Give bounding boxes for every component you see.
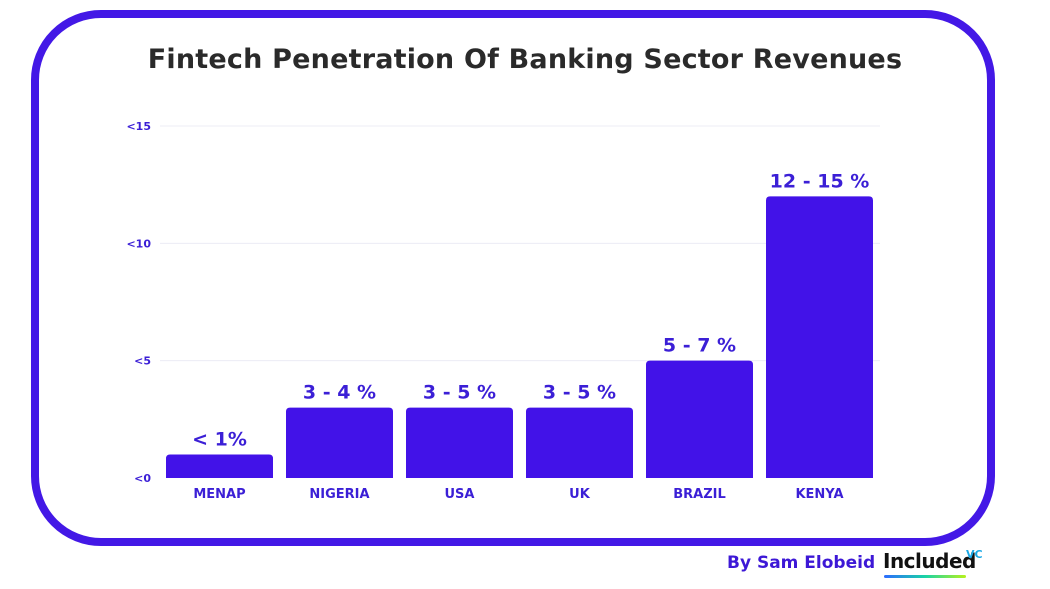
data-label-menap: < 1% bbox=[192, 429, 247, 451]
x-tick-label-uk: UK bbox=[569, 487, 591, 502]
data-label-uk: 3 - 5 % bbox=[543, 382, 616, 404]
bar-kenya bbox=[766, 196, 873, 478]
x-tick-label-kenya: KENYA bbox=[795, 487, 843, 502]
x-tick-label-brazil: BRAZIL bbox=[673, 487, 726, 502]
data-label-nigeria: 3 - 4 % bbox=[303, 382, 376, 404]
data-label-kenya: 12 - 15 % bbox=[770, 170, 870, 192]
brand-logo-underline bbox=[884, 575, 966, 578]
chart-title: Fintech Penetration Of Banking Sector Re… bbox=[147, 44, 903, 75]
x-tick-label-nigeria: NIGERIA bbox=[309, 487, 369, 502]
x-tick-label-usa: USA bbox=[445, 487, 475, 502]
data-label-brazil: 5 - 7 % bbox=[663, 335, 736, 357]
bar-uk bbox=[526, 407, 633, 478]
bar-menap bbox=[166, 454, 273, 478]
y-tick-label: <0 bbox=[134, 472, 151, 485]
bar-usa bbox=[406, 407, 513, 478]
brand-logo-superscript: VC bbox=[966, 548, 983, 561]
y-tick-label: <10 bbox=[126, 237, 151, 250]
author-credit: By Sam Elobeid bbox=[727, 553, 876, 573]
bar-nigeria bbox=[286, 407, 393, 478]
bar-brazil bbox=[646, 360, 753, 478]
data-label-usa: 3 - 5 % bbox=[423, 382, 496, 404]
x-tick-label-menap: MENAP bbox=[193, 487, 245, 502]
y-tick-label: <5 bbox=[134, 355, 151, 368]
y-tick-label: <15 bbox=[126, 120, 151, 133]
brand-logo: Included bbox=[883, 549, 976, 573]
